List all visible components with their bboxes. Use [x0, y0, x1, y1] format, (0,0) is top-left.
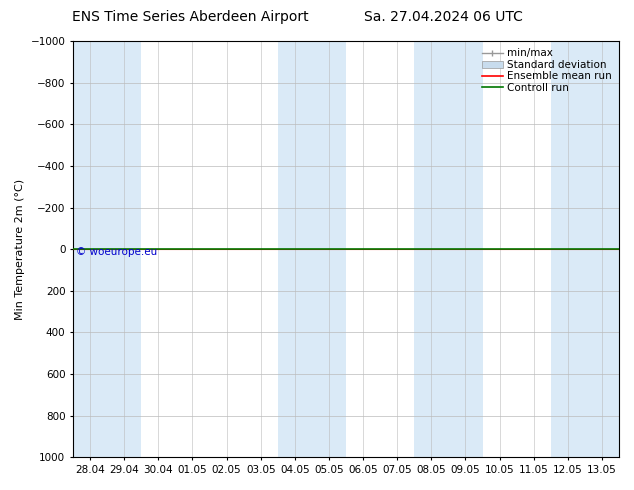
Text: Sa. 27.04.2024 06 UTC: Sa. 27.04.2024 06 UTC [365, 10, 523, 24]
Legend: min/max, Standard deviation, Ensemble mean run, Controll run: min/max, Standard deviation, Ensemble me… [480, 46, 614, 95]
Y-axis label: Min Temperature 2m (°C): Min Temperature 2m (°C) [15, 179, 25, 320]
Bar [312, 41, 346, 457]
Bar [551, 41, 585, 457]
Text: © woeurope.eu: © woeurope.eu [76, 247, 157, 257]
Text: ENS Time Series Aberdeen Airport: ENS Time Series Aberdeen Airport [72, 10, 309, 24]
Bar [448, 41, 482, 457]
Bar [278, 41, 312, 457]
Bar [107, 41, 141, 457]
Bar [585, 41, 619, 457]
Bar [414, 41, 448, 457]
Bar [73, 41, 107, 457]
